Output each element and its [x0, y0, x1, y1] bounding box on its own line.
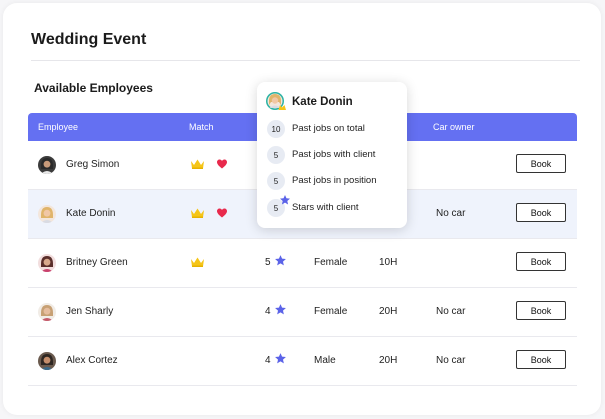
- stat-label: Past jobs in position: [292, 175, 377, 186]
- rating-value: 4: [265, 355, 271, 366]
- car-owner: No car: [436, 208, 466, 219]
- section-title: Available Employees: [34, 81, 153, 95]
- book-button[interactable]: Book: [516, 154, 566, 173]
- avatar: [38, 303, 56, 321]
- table-row: Kate Donin No car Book: [28, 190, 577, 239]
- employee-name: Britney Green: [66, 257, 128, 268]
- rating-value: 5: [265, 257, 271, 268]
- table-row: Jen Sharly 4 Female 20H No car Book: [28, 288, 577, 337]
- book-button[interactable]: Book: [516, 203, 566, 222]
- popup-stat: 5 Stars with client: [267, 199, 403, 217]
- gender: Male: [314, 355, 336, 366]
- title-divider: [31, 60, 580, 61]
- heart-icon: [216, 158, 228, 173]
- avatar: [266, 92, 286, 110]
- header-employee: Employee: [38, 122, 79, 132]
- popup-stat: 10 Past jobs on total: [267, 120, 403, 138]
- popup-stat: 5 Past jobs with client: [267, 146, 403, 164]
- employee-name: Jen Sharly: [66, 306, 114, 317]
- avatar: [38, 352, 56, 370]
- crown-icon: [190, 158, 205, 173]
- car-owner: No car: [436, 355, 466, 366]
- star-icon: [274, 254, 287, 270]
- gender: Female: [314, 306, 348, 317]
- popup-stat: 5 Past jobs in position: [267, 172, 403, 190]
- hours: 20H: [379, 355, 398, 366]
- avatar: [38, 205, 56, 223]
- crown-icon: [190, 207, 205, 222]
- book-button[interactable]: Book: [516, 252, 566, 271]
- heart-icon: [216, 207, 228, 222]
- book-button[interactable]: Book: [516, 301, 566, 320]
- crown-icon: [190, 256, 205, 271]
- table-row: Alex Cortez 4 Male 20H No car Book: [28, 337, 577, 386]
- car-owner: No car: [436, 306, 466, 317]
- stat-label: Past jobs on total: [292, 123, 365, 134]
- star-icon: [280, 195, 290, 205]
- hours: 10H: [379, 257, 398, 268]
- star-icon: [274, 352, 287, 368]
- page-title: Wedding Event: [31, 31, 147, 48]
- stat-value: 5: [267, 172, 285, 190]
- rating-value: 4: [265, 306, 271, 317]
- employee-name: Kate Donin: [66, 208, 116, 219]
- book-button[interactable]: Book: [516, 350, 566, 369]
- employee-popup: Kate Donin 10 Past jobs on total 5 Past job…: [257, 82, 407, 228]
- popup-employee-name: Kate Donin: [292, 96, 353, 108]
- avatar: [38, 254, 56, 272]
- stat-value: 5: [267, 146, 285, 164]
- avatar: [38, 156, 56, 174]
- header-car-owner: Car owner: [433, 122, 475, 132]
- table-row: Britney Green 5 Female 10H Book: [28, 239, 577, 288]
- stat-value: 5: [267, 199, 285, 217]
- header-match: Match: [189, 122, 214, 132]
- employee-name: Alex Cortez: [66, 355, 118, 366]
- stat-label: Past jobs with client: [292, 149, 376, 160]
- employee-name: Greg Simon: [66, 159, 120, 170]
- stat-value: 10: [267, 120, 285, 138]
- stat-label: Stars with client: [292, 202, 359, 213]
- hours: 20H: [379, 306, 398, 317]
- gender: Female: [314, 257, 348, 268]
- star-icon: [274, 303, 287, 319]
